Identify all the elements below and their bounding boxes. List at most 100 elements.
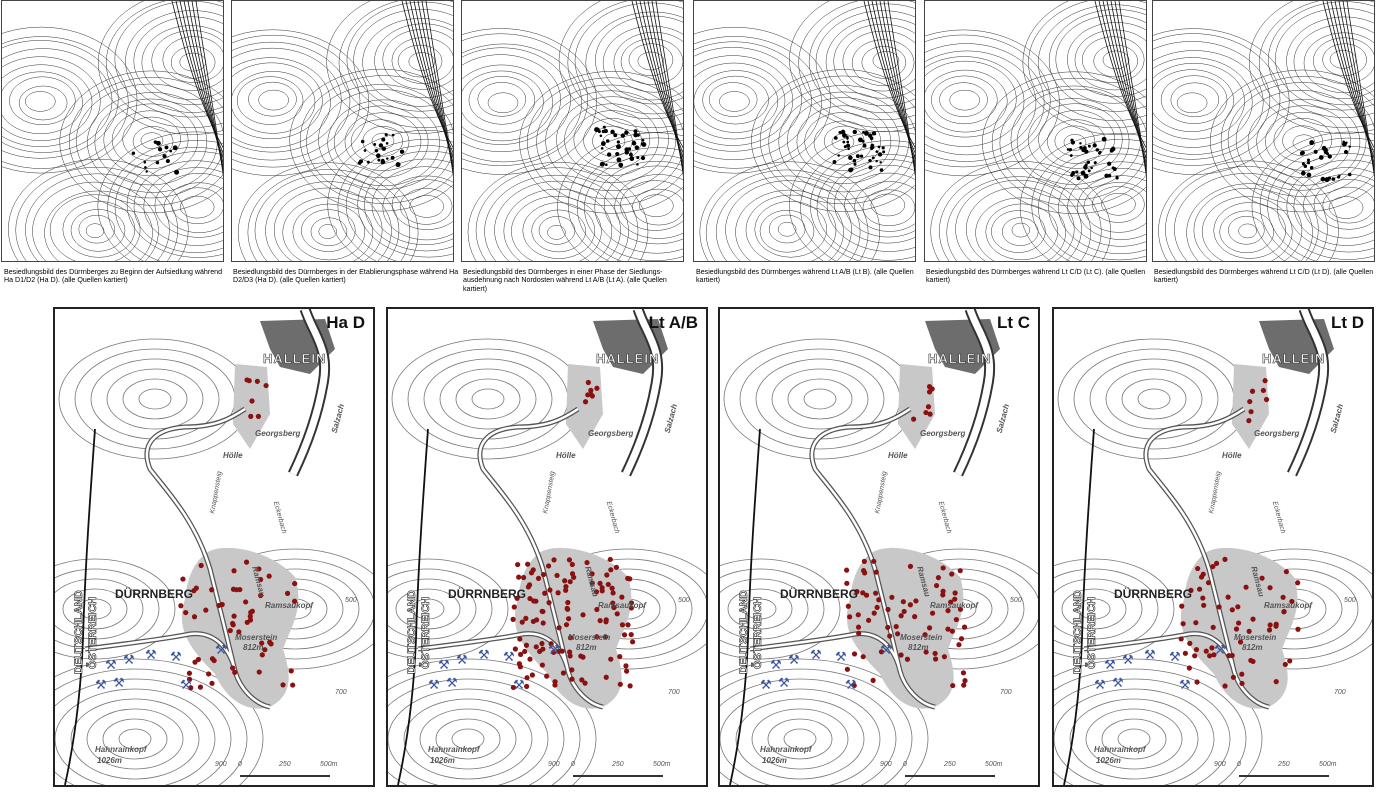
settlement-dot [625,622,631,628]
settlement-dot [284,590,291,596]
contour-line [991,77,1146,207]
contour-line [925,43,1045,162]
contour-line [1101,193,1136,216]
settlement-dot [1246,628,1252,634]
mine-icon: ⚒ [548,642,560,657]
contour-line [346,1,453,119]
contour-line [816,154,915,261]
contour-line [694,62,786,140]
contour-line [1153,62,1245,140]
contour-line [725,180,852,261]
settlement-dot [230,665,236,671]
settlement-dot [144,166,147,169]
settlement-dot [866,617,872,623]
settlement-dot [540,620,546,626]
top-map-panel-3 [461,0,684,262]
mine-icon: ⚒ [478,647,490,662]
label-contour-700: 700 [1334,689,1346,696]
contour-line [462,47,571,152]
settlement-dot [259,652,265,658]
settlement-dot [862,143,867,148]
contour-line [248,81,297,117]
settlement-dot [907,563,914,569]
settlement-dot [521,574,527,581]
contour-line [391,37,453,84]
contour-line [595,15,683,105]
settlement-dot [164,145,169,150]
settlement-dot [873,590,879,596]
settlement-dot [950,682,956,689]
contour-line [1153,50,1264,155]
contour-line [803,388,837,410]
contour-line [699,161,881,261]
contour-line [111,110,189,170]
contour-line [143,167,223,246]
scale-bar [573,775,663,777]
settlement-dot [623,663,629,669]
settlement-dot [926,384,933,390]
settlement-dot [1068,148,1073,152]
contour-line [395,588,461,630]
contour-line [86,708,184,770]
contour-line [2,56,101,147]
contour-line [1153,69,1234,132]
settlement-dot [848,167,853,173]
contour-line [97,1,223,135]
contour-line [567,137,683,261]
settlement-dot [852,129,857,135]
contour-line [842,30,915,92]
contour-line [1275,7,1374,111]
settlement-dot [1248,409,1254,415]
settlement-dot [900,599,906,605]
contour-line [55,688,216,785]
settlement-dot [384,133,388,137]
settlement-dot [562,578,568,584]
contour-line [946,176,1091,261]
settlement-dot [363,149,367,152]
settlement-dot [604,572,610,578]
contour-line [870,193,906,217]
settlement-dot [585,379,591,386]
contour-line [826,159,915,252]
contour-line [1117,728,1151,750]
settlement-dot [1229,607,1235,613]
period-map-3: ⚒ ⚒ ⚒ ⚒ ⚒ ⚒ ⚒ ⚒ Lt C HALLEIN Georgsberg Hölle S… [718,307,1040,787]
contour-line [114,1,223,118]
contour-line [1057,338,1251,460]
contour-line [538,216,576,245]
settlement-dot [555,590,561,596]
settlement-dot [603,674,609,680]
contour-line [796,105,892,178]
contour-line [783,728,817,750]
contour-line [727,588,793,630]
contour-line [345,145,453,261]
contour-line [854,181,915,232]
settlement-dots [178,377,298,691]
contour-line [531,209,586,253]
settlement-dot [1200,595,1206,601]
mine-icon: ⚒ [788,652,800,667]
settlement-dot [941,654,948,660]
contour-line [787,97,900,184]
settlement-dot [1090,166,1093,170]
settlement-dot [517,664,524,670]
label-contour-900: 900 [215,761,227,768]
contour-line [318,224,337,239]
contour-line [232,47,342,153]
salzach-river-inner [954,309,994,476]
settlement-dot [243,599,249,605]
settlement-dot [878,649,885,655]
settlement-dot [913,598,919,604]
settlement-dot [512,646,518,652]
contour-line [55,558,176,660]
settlement-dot [563,587,569,593]
mine-icon: ⚒ [845,677,857,692]
contour-line [1160,75,1228,124]
settlement-dot [844,666,850,672]
settlement-dot [929,610,936,616]
settlement-dot [198,562,204,569]
settlement-dot [229,620,236,627]
contour-line [768,85,915,200]
scale-label-0: 0 [903,761,907,768]
settlement-dot [594,634,600,640]
